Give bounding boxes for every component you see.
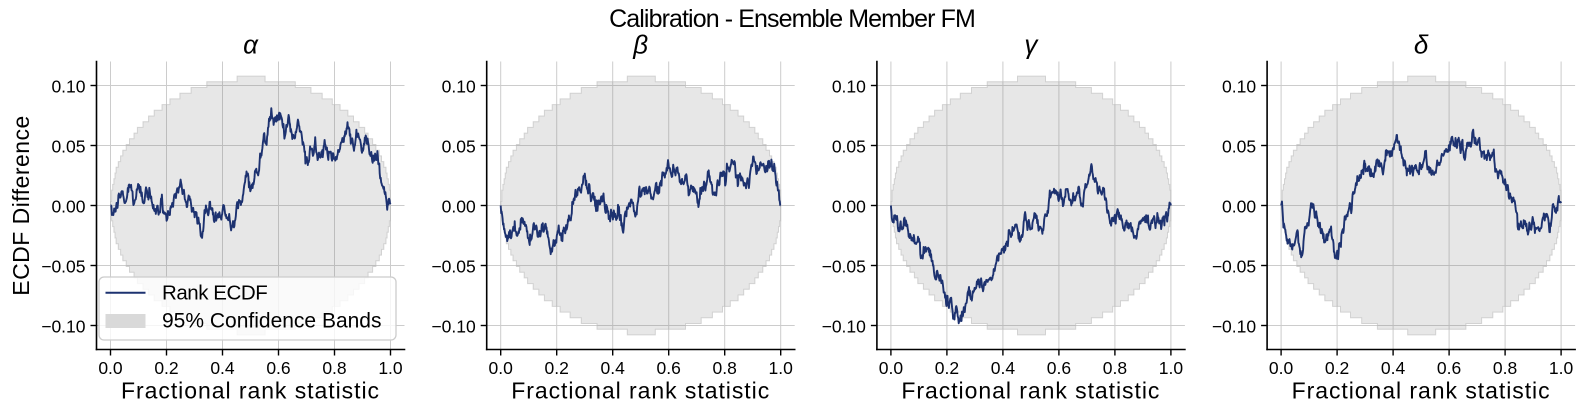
svg-text:−0.05: −0.05: [431, 256, 475, 276]
svg-text:Fractional rank statistic: Fractional rank statistic: [121, 378, 380, 404]
svg-text:1.0: 1.0: [1549, 358, 1574, 378]
svg-text:−0.05: −0.05: [1212, 256, 1256, 276]
svg-text:ECDF Difference: ECDF Difference: [8, 115, 34, 295]
svg-text:Rank ECDF: Rank ECDF: [162, 282, 267, 305]
svg-text:0.05: 0.05: [442, 136, 476, 156]
svg-text:0.2: 0.2: [545, 358, 569, 378]
svg-text:0.10: 0.10: [442, 76, 476, 96]
svg-text:0.8: 0.8: [1493, 358, 1517, 378]
svg-text:0.05: 0.05: [51, 136, 85, 156]
svg-text:0.4: 0.4: [210, 358, 235, 378]
svg-text:0.0: 0.0: [98, 358, 123, 378]
svg-text:0.05: 0.05: [1222, 136, 1256, 156]
svg-text:0.10: 0.10: [832, 76, 866, 96]
svg-text:−0.10: −0.10: [431, 316, 476, 336]
svg-text:0.2: 0.2: [1325, 358, 1349, 378]
svg-text:0.6: 0.6: [1047, 358, 1071, 378]
svg-text:0.4: 0.4: [1381, 358, 1406, 378]
svg-text:−0.10: −0.10: [1212, 316, 1257, 336]
svg-text:0.6: 0.6: [657, 358, 681, 378]
svg-text:0.4: 0.4: [601, 358, 626, 378]
svg-text:0.00: 0.00: [1222, 196, 1256, 216]
svg-text:0.05: 0.05: [832, 136, 866, 156]
svg-text:0.8: 0.8: [713, 358, 737, 378]
svg-text:δ: δ: [1414, 30, 1429, 60]
svg-text:0.2: 0.2: [935, 358, 959, 378]
svg-text:1.0: 1.0: [1159, 358, 1184, 378]
svg-text:Fractional rank statistic: Fractional rank statistic: [511, 378, 770, 404]
svg-text:0.0: 0.0: [489, 358, 514, 378]
svg-text:0.00: 0.00: [442, 196, 476, 216]
svg-text:Fractional rank statistic: Fractional rank statistic: [1292, 378, 1551, 404]
svg-text:Calibration - Ensemble Member: Calibration - Ensemble Member FM: [609, 5, 975, 33]
svg-text:0.8: 0.8: [1103, 358, 1127, 378]
svg-text:0.8: 0.8: [322, 358, 346, 378]
svg-text:0.2: 0.2: [154, 358, 178, 378]
svg-text:0.00: 0.00: [832, 196, 866, 216]
svg-text:−0.10: −0.10: [822, 316, 867, 336]
svg-text:0.0: 0.0: [1269, 358, 1294, 378]
svg-text:0.10: 0.10: [51, 76, 85, 96]
svg-text:0.0: 0.0: [879, 358, 904, 378]
svg-text:−0.10: −0.10: [41, 316, 86, 336]
svg-text:0.10: 0.10: [1222, 76, 1256, 96]
svg-text:1.0: 1.0: [769, 358, 794, 378]
svg-text:α: α: [243, 30, 259, 60]
svg-text:0.00: 0.00: [51, 196, 85, 216]
svg-text:0.6: 0.6: [1437, 358, 1461, 378]
svg-text:−0.05: −0.05: [41, 256, 85, 276]
svg-text:0.6: 0.6: [266, 358, 290, 378]
svg-text:95% Confidence Bands: 95% Confidence Bands: [162, 310, 382, 333]
svg-text:β: β: [632, 30, 648, 60]
svg-text:γ: γ: [1024, 30, 1039, 60]
svg-text:Fractional rank statistic: Fractional rank statistic: [901, 378, 1160, 404]
svg-text:0.4: 0.4: [991, 358, 1016, 378]
svg-text:1.0: 1.0: [378, 358, 403, 378]
svg-text:−0.05: −0.05: [822, 256, 866, 276]
